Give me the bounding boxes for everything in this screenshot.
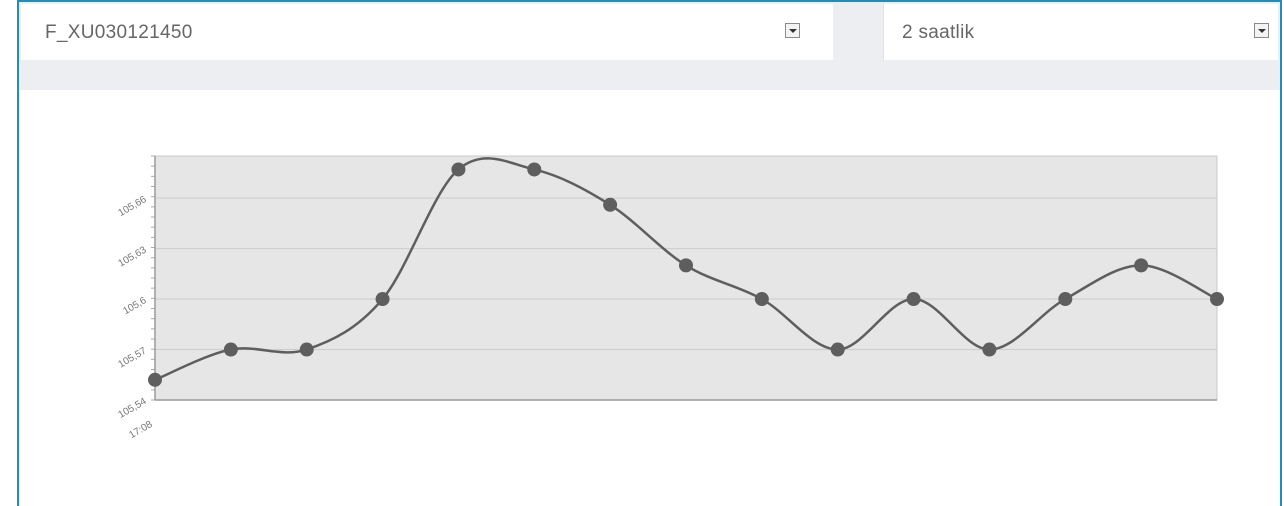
plot-background: [154, 155, 1218, 401]
range-select-value: 2 saatlik: [902, 22, 975, 43]
data-point: [754, 292, 769, 307]
data-point: [299, 342, 314, 357]
data-point: [982, 342, 997, 357]
tag-select-value: F_XU030121450: [45, 22, 193, 43]
x-tick-label: 17:08: [127, 419, 155, 441]
chevron-down-icon: [1258, 29, 1266, 33]
range-select[interactable]: 2 saatlik: [883, 4, 1278, 60]
data-point: [603, 197, 618, 212]
data-point: [148, 372, 162, 387]
data-point: [1134, 258, 1149, 273]
data-point: [906, 292, 921, 307]
tag-select-dropdown-button[interactable]: [785, 23, 800, 38]
range-select-dropdown-button[interactable]: [1254, 23, 1269, 38]
y-tick-label: 105,57: [117, 345, 149, 370]
y-tick-label: 105,66: [117, 194, 149, 219]
chevron-down-icon: [789, 29, 797, 33]
y-tick-label: 105,63: [117, 244, 149, 269]
data-point: [1058, 292, 1073, 307]
data-point: [1210, 292, 1224, 307]
y-tick-label: 105,6: [121, 295, 149, 317]
data-point: [223, 342, 238, 357]
data-point: [679, 258, 693, 273]
data-point: [527, 162, 542, 177]
data-point: [830, 342, 845, 357]
data-point: [451, 162, 466, 177]
tag-select[interactable]: F_XU030121450: [21, 4, 833, 60]
plot-area: 105,54 105,57 105,6 105,63 105,66 17:08: [117, 155, 1224, 441]
data-point: [375, 292, 390, 307]
y-tick-label: 105,54: [117, 396, 149, 421]
